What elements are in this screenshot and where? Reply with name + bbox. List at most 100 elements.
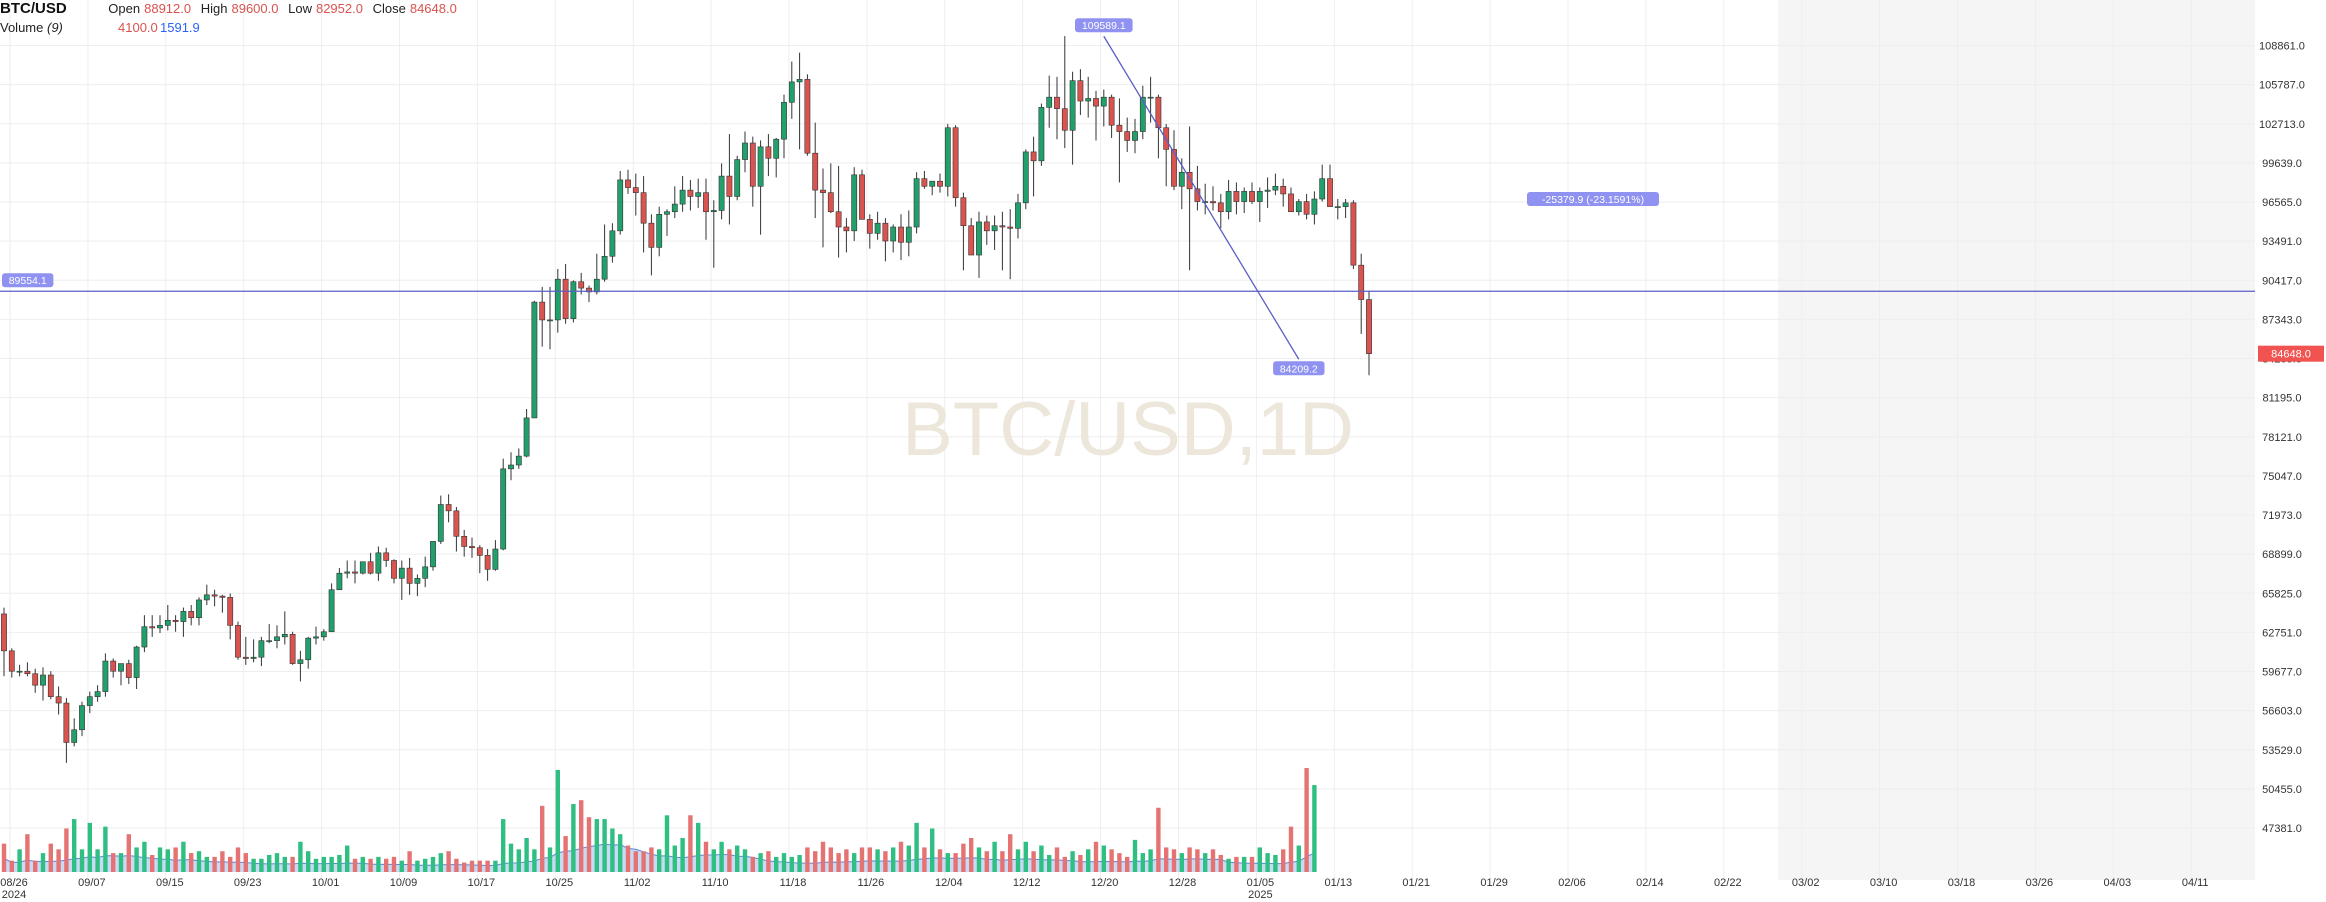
volume-bar [345, 845, 350, 872]
volume-bar [501, 819, 506, 872]
symbol-label[interactable]: BTC/USD [0, 0, 67, 17]
volume-bar [111, 853, 116, 872]
volume-bar [641, 851, 646, 872]
volume-bar [423, 858, 428, 872]
volume-bar [1023, 841, 1028, 872]
candle [1334, 206, 1341, 208]
candle [16, 670, 23, 673]
candle [960, 197, 967, 227]
trend-change-label: -25379.9 (-23.1591%) [1527, 192, 1659, 207]
candle [921, 178, 928, 187]
candle [172, 619, 179, 622]
candle [398, 567, 405, 579]
candle [539, 301, 546, 321]
volume-bar [696, 822, 701, 872]
volume-bar [1, 843, 7, 872]
volume-bar [1226, 858, 1231, 872]
y-tick-label: 90417.0 [2262, 275, 2302, 287]
volume-bar [953, 853, 958, 872]
candle [375, 552, 382, 574]
high-value: 89600.0 [231, 1, 279, 16]
horizontal-line-label-bg [2, 273, 54, 288]
candle [1015, 202, 1021, 229]
volume-bar [485, 860, 490, 872]
volume-bar [306, 851, 311, 872]
candle [1303, 201, 1310, 215]
volume-bar [228, 856, 233, 872]
volume-bar [906, 845, 911, 872]
candle [664, 211, 670, 215]
volume-bar [1008, 834, 1013, 872]
candle [749, 142, 756, 187]
volume-bar [157, 847, 163, 872]
volume-bar [243, 853, 248, 872]
y-tick-label: 93491.0 [2262, 236, 2302, 248]
candle [1319, 178, 1326, 200]
volume-bar [969, 837, 974, 872]
trend-start-label-text: 109589.1 [1082, 20, 1126, 32]
candle [1272, 185, 1279, 191]
y-tick-label: 87343.0 [2262, 314, 2302, 326]
volume-bar [477, 860, 482, 872]
y-tick-label: 71973.0 [2262, 510, 2302, 522]
volume-bar [72, 819, 77, 872]
volume-bar [898, 841, 904, 872]
candle [281, 633, 288, 638]
volume-bar [376, 856, 381, 872]
x-tick-label: 04/11 [2182, 877, 2209, 889]
candle [500, 468, 507, 550]
volume-bar [1171, 849, 1177, 872]
volume-bar [555, 769, 560, 872]
volume-bar [1218, 854, 1223, 872]
candle [835, 211, 842, 228]
candle [359, 561, 366, 574]
x-tick-label: 10/01 [312, 877, 340, 889]
candle [843, 226, 850, 232]
volume-bar [852, 853, 857, 872]
volume-bar [430, 856, 436, 872]
candle [102, 660, 109, 692]
volume-bar [1156, 807, 1161, 872]
volume-bar [844, 849, 849, 872]
volume-bar [672, 845, 677, 872]
volume-bar [1101, 845, 1106, 872]
candle [320, 631, 327, 638]
candle [289, 633, 296, 664]
candle [531, 301, 538, 419]
volume-bar [134, 847, 139, 872]
volume-bar [727, 849, 732, 872]
last-price-tag-bg [2258, 345, 2324, 362]
candle [1186, 171, 1193, 190]
candle [414, 577, 421, 584]
x-tick-label: 02/14 [1636, 877, 1664, 889]
candle [242, 656, 249, 659]
volume-bar [976, 847, 982, 872]
candle [578, 281, 585, 289]
volume-legend[interactable]: Volume (9) 4100.0 1591.9 [0, 20, 200, 35]
candle [344, 571, 351, 574]
volume-bar [1000, 851, 1005, 872]
candle [1210, 201, 1216, 204]
volume-bar [1062, 856, 1067, 872]
volume-bar [758, 853, 763, 872]
x-tick-label: 12/28 [1169, 877, 1197, 889]
low-value: 82952.0 [315, 1, 363, 16]
x-tick-label: 09/07 [78, 877, 106, 889]
candle [1132, 131, 1138, 141]
volume-bar [462, 862, 467, 872]
volume-bar [274, 853, 280, 872]
candle [1093, 98, 1099, 107]
candle [976, 221, 982, 256]
volume-bar [298, 841, 303, 872]
volume-bar [571, 803, 576, 872]
x-tick-label: 03/26 [2026, 877, 2054, 889]
volume-bar [290, 856, 295, 872]
y-tick-label: 65825.0 [2262, 588, 2302, 600]
candle [219, 595, 226, 598]
candle [742, 142, 748, 160]
volume-param: (9) [47, 20, 63, 35]
volume-bar [259, 858, 264, 872]
high-label: High [200, 1, 228, 16]
